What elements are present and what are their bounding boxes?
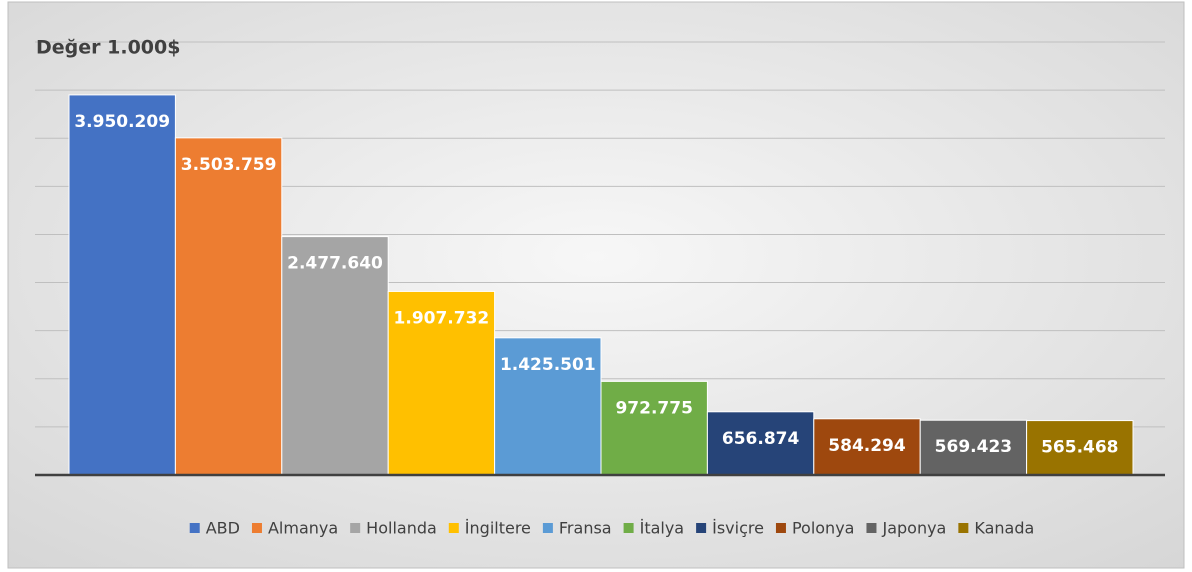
bar [813,418,921,476]
data-label: 584.294 [828,436,906,456]
bar [494,337,602,476]
bar [919,419,1028,476]
legend-label: Kanada [974,519,1034,538]
data-label: 972.775 [615,398,692,418]
data-label: 656.874 [722,429,800,449]
legend-swatch [866,523,877,533]
legend-swatch [775,523,786,533]
bar [706,411,815,476]
legend-swatch [958,523,969,533]
data-label: 2.477.640 [287,254,383,274]
data-label: 569.423 [935,437,1012,457]
data-label: 1.425.501 [500,355,596,375]
legend-label: Fransa [559,519,612,538]
data-label: 565.468 [1041,438,1118,458]
legend-label: Japonya [881,519,946,538]
legend-swatch [189,523,200,533]
legend-swatch [251,523,262,533]
legend-swatch [350,523,361,533]
legend-swatch [696,523,707,533]
legend-swatch [542,523,553,533]
legend-label: Polonya [792,519,855,538]
legend-label: İtalya [640,519,685,538]
bar [600,380,708,476]
bar [281,236,389,476]
legend-label: İsviçre [712,519,764,538]
data-label: 3.950.209 [74,112,170,132]
legend-label: Almanya [268,519,338,538]
legend-swatch [623,523,634,533]
bar [68,94,176,476]
legend-label: Hollanda [366,519,437,538]
chart-title: Değer 1.000$ [36,37,180,59]
legend-swatch [448,523,459,533]
data-label: 3.503.759 [181,155,277,175]
legend-label: İngiltere [465,519,531,538]
data-label: 1.907.732 [394,308,490,328]
legend-label: ABD [206,519,240,538]
bar [1026,420,1134,476]
bar [174,137,283,476]
